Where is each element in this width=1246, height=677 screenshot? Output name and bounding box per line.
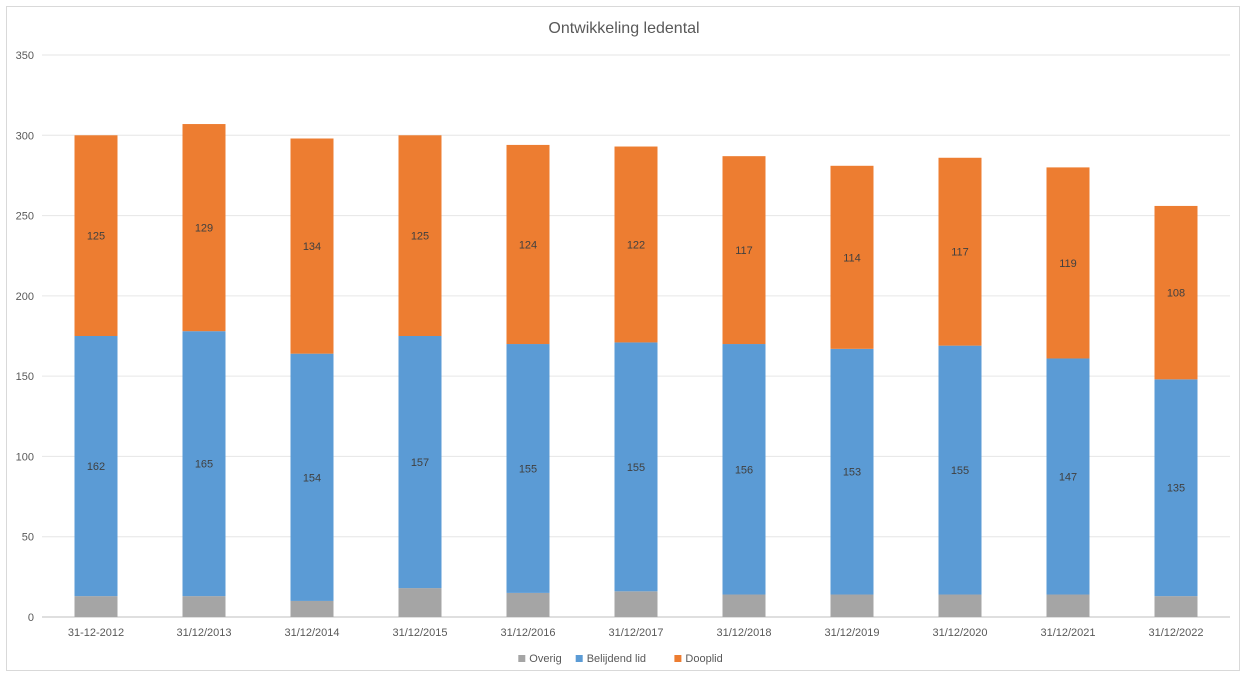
- data-label-dooplid: 122: [627, 239, 645, 251]
- bar-overig: [938, 594, 982, 617]
- bar-belijdend-lid: [506, 344, 550, 593]
- bar-overig: [830, 594, 874, 617]
- data-label-dooplid: 125: [87, 231, 105, 243]
- legend: Overig Belijdend lid Dooplid: [518, 653, 723, 665]
- bar-overig: [290, 600, 334, 617]
- y-tick-label: 300: [16, 130, 34, 142]
- data-label-dooplid: 134: [303, 241, 321, 253]
- y-tick-label: 200: [16, 291, 34, 303]
- x-tick-label: 31/12/2020: [932, 627, 987, 639]
- bar-belijdend-lid: [830, 348, 874, 595]
- bar-overig: [398, 588, 442, 617]
- x-tick-label: 31/12/2019: [824, 627, 879, 639]
- y-axis: 0 50 100 150 200 250 300 350: [16, 50, 34, 624]
- bar-dooplid: [290, 138, 334, 354]
- data-label-belijdend-lid: 154: [303, 472, 321, 484]
- data-label-dooplid: 114: [843, 252, 861, 264]
- x-tick-label: 31/12/2022: [1148, 627, 1203, 639]
- y-tick-label: 0: [28, 612, 34, 624]
- bar-dooplid: [830, 165, 874, 349]
- chart-title: Ontwikkeling ledental: [548, 20, 699, 37]
- data-label-belijdend-lid: 135: [1167, 483, 1185, 495]
- legend-swatch-overig: [518, 655, 526, 662]
- bar-dooplid: [722, 156, 766, 345]
- bar-dooplid: [614, 146, 658, 343]
- bar-belijdend-lid: [290, 353, 334, 601]
- x-tick-label: 31/12/2018: [716, 627, 771, 639]
- bar-belijdend-lid: [722, 344, 766, 595]
- data-label-dooplid: 108: [1167, 288, 1185, 300]
- x-axis: 31-12-2012 31/12/2013 31/12/2014 31/12/2015…: [68, 627, 1204, 639]
- bar-dooplid: [938, 157, 982, 346]
- x-tick-label: 31/12/2017: [608, 627, 663, 639]
- bar-belijdend-lid: [398, 336, 442, 589]
- bars: [74, 124, 1198, 617]
- bar-dooplid: [398, 135, 442, 336]
- data-label-belijdend-lid: 147: [1059, 472, 1077, 484]
- x-tick-label: 31/12/2021: [1040, 627, 1095, 639]
- bar-dooplid: [1046, 167, 1090, 359]
- x-tick-label: 31/12/2015: [392, 627, 447, 639]
- bar-dooplid: [74, 135, 118, 336]
- data-label-belijdend-lid: 153: [843, 467, 861, 479]
- bar-overig: [506, 592, 550, 617]
- data-label-dooplid: 129: [195, 223, 213, 235]
- y-tick-label: 250: [16, 211, 34, 223]
- legend-label-overig: Overig: [529, 653, 561, 665]
- y-tick-label: 150: [16, 371, 34, 383]
- y-tick-label: 100: [16, 451, 34, 463]
- bar-dooplid: [506, 144, 550, 345]
- data-label-dooplid: 117: [735, 245, 753, 257]
- bar-overig: [74, 596, 118, 617]
- bar-belijdend-lid: [938, 345, 982, 595]
- bar-dooplid: [1154, 205, 1198, 380]
- x-tick-label: 31/12/2016: [500, 627, 555, 639]
- bar-belijdend-lid: [1046, 358, 1090, 595]
- data-label-belijdend-lid: 156: [735, 464, 753, 476]
- data-label-dooplid: 119: [1059, 258, 1077, 270]
- data-label-belijdend-lid: 165: [195, 459, 213, 471]
- bar-overig: [182, 596, 226, 617]
- legend-label-belijdend-lid: Belijdend lid: [587, 653, 646, 665]
- legend-swatch-dooplid: [674, 655, 682, 662]
- bar-overig: [722, 594, 766, 617]
- data-label-dooplid: 125: [411, 231, 429, 243]
- x-tick-label: 31-12-2012: [68, 627, 124, 639]
- bar-belijdend-lid: [614, 342, 658, 592]
- bar-belijdend-lid: [182, 331, 226, 597]
- legend-label-dooplid: Dooplid: [685, 653, 722, 665]
- bar-dooplid: [182, 124, 226, 332]
- bar-overig: [1154, 596, 1198, 617]
- bar-belijdend-lid: [74, 336, 118, 597]
- y-tick-label: 50: [22, 532, 34, 544]
- data-label-belijdend-lid: 157: [411, 457, 429, 469]
- data-label-dooplid: 117: [951, 247, 969, 259]
- data-label-belijdend-lid: 155: [519, 463, 537, 475]
- x-tick-label: 31/12/2014: [284, 627, 339, 639]
- data-label-belijdend-lid: 162: [87, 461, 105, 473]
- bar-overig: [1046, 594, 1090, 617]
- legend-swatch-belijdend-lid: [575, 655, 583, 662]
- data-label-belijdend-lid: 155: [627, 462, 645, 474]
- bar-overig: [614, 591, 658, 617]
- y-tick-label: 350: [16, 50, 34, 62]
- x-tick-label: 31/12/2013: [176, 627, 231, 639]
- data-labels: 162 125 165 129 154 134 157 125 155 124 155 122 156 1…: [87, 223, 1185, 495]
- bar-belijdend-lid: [1154, 379, 1198, 597]
- data-label-dooplid: 124: [519, 239, 537, 251]
- data-label-belijdend-lid: 155: [951, 465, 969, 477]
